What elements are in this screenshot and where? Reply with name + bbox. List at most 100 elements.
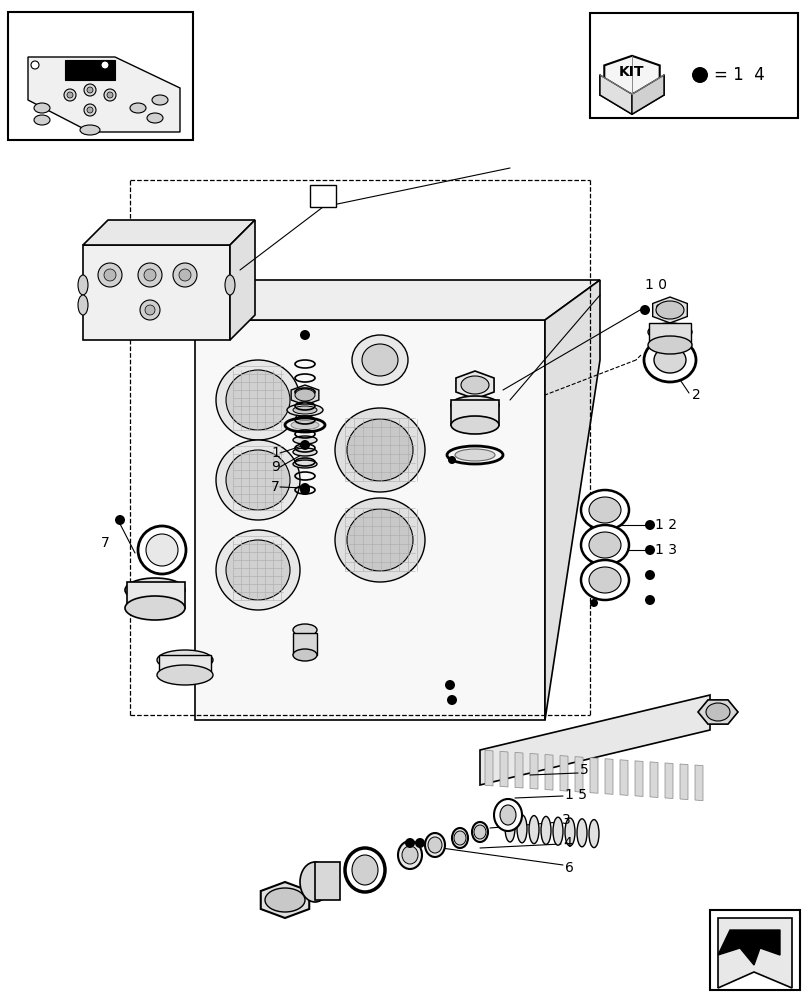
Polygon shape xyxy=(500,751,508,787)
Polygon shape xyxy=(195,320,544,720)
Bar xyxy=(315,862,340,900)
Polygon shape xyxy=(560,756,568,791)
Polygon shape xyxy=(530,753,538,789)
Ellipse shape xyxy=(564,818,574,846)
Text: 1 2: 1 2 xyxy=(654,518,676,532)
Ellipse shape xyxy=(293,436,316,444)
Ellipse shape xyxy=(216,530,299,610)
Ellipse shape xyxy=(147,113,163,123)
Ellipse shape xyxy=(216,440,299,520)
Circle shape xyxy=(87,107,93,113)
Polygon shape xyxy=(634,761,642,796)
Polygon shape xyxy=(544,755,552,790)
Circle shape xyxy=(87,87,93,93)
Ellipse shape xyxy=(125,578,185,602)
Polygon shape xyxy=(291,385,319,405)
Ellipse shape xyxy=(294,389,315,401)
Ellipse shape xyxy=(581,525,629,565)
Ellipse shape xyxy=(299,862,329,902)
Circle shape xyxy=(84,84,96,96)
Polygon shape xyxy=(631,75,663,114)
Circle shape xyxy=(644,595,654,605)
Ellipse shape xyxy=(34,103,50,113)
Ellipse shape xyxy=(286,404,323,416)
Polygon shape xyxy=(664,763,672,798)
Ellipse shape xyxy=(346,509,413,571)
Circle shape xyxy=(31,61,39,69)
Text: 1 3: 1 3 xyxy=(654,543,676,557)
Ellipse shape xyxy=(471,822,487,842)
Ellipse shape xyxy=(225,450,290,510)
Ellipse shape xyxy=(552,817,562,845)
Circle shape xyxy=(299,440,310,450)
Ellipse shape xyxy=(454,449,495,461)
Ellipse shape xyxy=(504,814,514,842)
Ellipse shape xyxy=(450,416,499,434)
Ellipse shape xyxy=(157,665,212,685)
Polygon shape xyxy=(195,280,599,320)
Ellipse shape xyxy=(293,406,316,414)
Text: 7: 7 xyxy=(271,480,280,494)
Text: 1: 1 xyxy=(271,446,280,460)
Circle shape xyxy=(138,526,186,574)
Ellipse shape xyxy=(293,448,316,456)
Polygon shape xyxy=(83,245,230,340)
Polygon shape xyxy=(28,57,180,132)
Ellipse shape xyxy=(540,816,551,844)
Polygon shape xyxy=(83,220,255,245)
Circle shape xyxy=(67,92,73,98)
Ellipse shape xyxy=(225,540,290,600)
Bar xyxy=(8,12,193,140)
Text: KIT: KIT xyxy=(619,65,644,79)
Ellipse shape xyxy=(401,846,418,864)
Ellipse shape xyxy=(461,376,488,394)
Circle shape xyxy=(144,269,156,281)
Polygon shape xyxy=(544,280,599,720)
Polygon shape xyxy=(620,760,627,795)
Polygon shape xyxy=(514,752,522,788)
Ellipse shape xyxy=(427,837,441,853)
Circle shape xyxy=(414,838,424,848)
Ellipse shape xyxy=(264,888,305,912)
Circle shape xyxy=(98,263,122,287)
Circle shape xyxy=(64,89,76,101)
Bar xyxy=(159,655,211,675)
Ellipse shape xyxy=(588,820,599,848)
Text: 1 5: 1 5 xyxy=(564,788,586,802)
Ellipse shape xyxy=(335,408,424,492)
Ellipse shape xyxy=(493,799,521,831)
Ellipse shape xyxy=(517,815,526,843)
Ellipse shape xyxy=(130,103,146,113)
Ellipse shape xyxy=(643,338,695,382)
Circle shape xyxy=(146,534,178,566)
Circle shape xyxy=(115,515,125,525)
Ellipse shape xyxy=(157,650,212,670)
Ellipse shape xyxy=(588,497,620,523)
Ellipse shape xyxy=(453,831,466,845)
Circle shape xyxy=(145,305,155,315)
Ellipse shape xyxy=(647,336,691,354)
Ellipse shape xyxy=(362,344,397,376)
Ellipse shape xyxy=(705,703,729,721)
Ellipse shape xyxy=(78,295,88,315)
Circle shape xyxy=(444,680,454,690)
Circle shape xyxy=(173,263,197,287)
Bar xyxy=(127,582,185,608)
Circle shape xyxy=(104,269,116,281)
Bar xyxy=(648,323,690,345)
Circle shape xyxy=(299,485,310,495)
Text: 6: 6 xyxy=(564,861,573,875)
Polygon shape xyxy=(717,918,791,988)
Text: 1: 1 xyxy=(318,189,327,203)
Polygon shape xyxy=(649,762,657,797)
Circle shape xyxy=(644,545,654,555)
Ellipse shape xyxy=(588,532,620,558)
Text: = 1  4: = 1 4 xyxy=(713,66,764,84)
Polygon shape xyxy=(694,765,702,801)
Circle shape xyxy=(178,269,191,281)
Ellipse shape xyxy=(345,848,384,892)
Polygon shape xyxy=(65,60,115,80)
Ellipse shape xyxy=(446,446,502,464)
Polygon shape xyxy=(230,220,255,340)
Text: 1 0: 1 0 xyxy=(644,278,666,292)
